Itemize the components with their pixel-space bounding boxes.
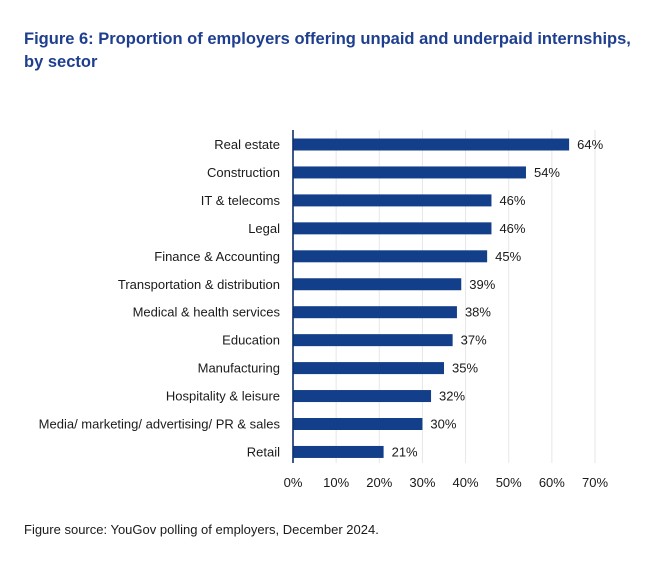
value-label: 21% <box>392 444 418 459</box>
chart-title-line-2: by sector <box>24 53 98 71</box>
bar <box>293 306 457 319</box>
bar <box>293 445 384 458</box>
category-label: Retail <box>247 444 280 459</box>
category-label: IT & telecoms <box>201 193 281 208</box>
x-tick-label: 10% <box>323 475 349 490</box>
chart-title-line-1: Figure 6: Proportion of employers offeri… <box>24 30 631 48</box>
value-label: 30% <box>430 417 456 432</box>
bar <box>293 166 526 179</box>
value-label: 64% <box>577 137 603 152</box>
category-label: Manufacturing <box>198 361 280 376</box>
category-label: Finance & Accounting <box>154 249 280 264</box>
bar <box>293 278 462 291</box>
value-label: 37% <box>461 333 487 348</box>
category-label: Medical & health services <box>133 305 281 320</box>
bar <box>293 250 488 263</box>
x-tick-label: 60% <box>539 475 565 490</box>
bar <box>293 194 492 207</box>
value-label: 32% <box>439 389 465 404</box>
bar <box>293 390 432 403</box>
category-label: Real estate <box>214 137 280 152</box>
bar <box>293 334 453 347</box>
category-label: Education <box>222 333 280 348</box>
value-label: 39% <box>469 277 495 292</box>
value-label: 45% <box>495 249 521 264</box>
value-label: 35% <box>452 361 478 376</box>
value-label: 38% <box>465 305 491 320</box>
category-label: Legal <box>248 221 280 236</box>
figure-source: Figure source: YouGov polling of employe… <box>24 522 379 537</box>
x-tick-label: 0% <box>284 475 303 490</box>
value-label: 46% <box>499 221 525 236</box>
category-label: Construction <box>207 165 280 180</box>
value-label: 46% <box>499 193 525 208</box>
category-label: Transportation & distribution <box>118 277 280 292</box>
x-tick-label: 50% <box>496 475 522 490</box>
category-label: Media/ marketing/ advertising/ PR & sale… <box>39 417 281 432</box>
bar <box>293 362 444 375</box>
chart-title: Figure 6: Proportion of employers offeri… <box>24 28 634 74</box>
bar <box>293 418 423 430</box>
category-label: Hospitality & leisure <box>166 389 280 404</box>
x-tick-label: 20% <box>366 475 392 490</box>
x-tick-label: 30% <box>409 475 435 490</box>
value-label: 54% <box>534 165 560 180</box>
bar <box>293 222 492 235</box>
x-tick-label: 40% <box>453 475 479 490</box>
bar <box>293 138 570 151</box>
x-tick-label: 70% <box>582 475 608 490</box>
